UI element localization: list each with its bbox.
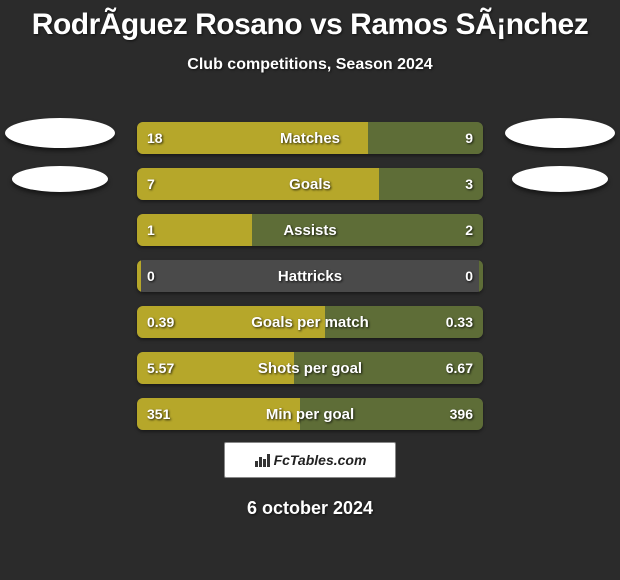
stat-row: 5.576.67Shots per goal — [137, 352, 483, 384]
stat-row: 12Assists — [137, 214, 483, 246]
watermark-text: FcTables.com — [274, 452, 367, 468]
player-left-avatar — [5, 118, 115, 210]
avatar-ellipse — [12, 166, 108, 192]
stat-row: 189Matches — [137, 122, 483, 154]
avatar-ellipse — [505, 118, 615, 148]
stat-row: 0.390.33Goals per match — [137, 306, 483, 338]
avatar-ellipse — [5, 118, 115, 148]
stat-label: Shots per goal — [137, 352, 483, 384]
stat-row: 00Hattricks — [137, 260, 483, 292]
stat-label: Goals per match — [137, 306, 483, 338]
watermark: FcTables.com — [224, 442, 396, 478]
stat-label: Assists — [137, 214, 483, 246]
date-stamp: 6 october 2024 — [0, 498, 620, 519]
stat-row: 351396Min per goal — [137, 398, 483, 430]
stat-row: 73Goals — [137, 168, 483, 200]
stat-label: Matches — [137, 122, 483, 154]
stat-label: Hattricks — [137, 260, 483, 292]
chart-icon — [254, 452, 270, 468]
page-title: RodrÃ­guez Rosano vs Ramos SÃ¡nchez — [0, 0, 620, 42]
player-right-avatar — [505, 118, 615, 210]
stats-container: 189Matches 73Goals 12Assists 00Hattricks 0.3… — [137, 122, 483, 444]
stat-label: Goals — [137, 168, 483, 200]
subtitle: Club competitions, Season 2024 — [0, 56, 620, 74]
avatar-ellipse — [512, 166, 608, 192]
stat-label: Min per goal — [137, 398, 483, 430]
